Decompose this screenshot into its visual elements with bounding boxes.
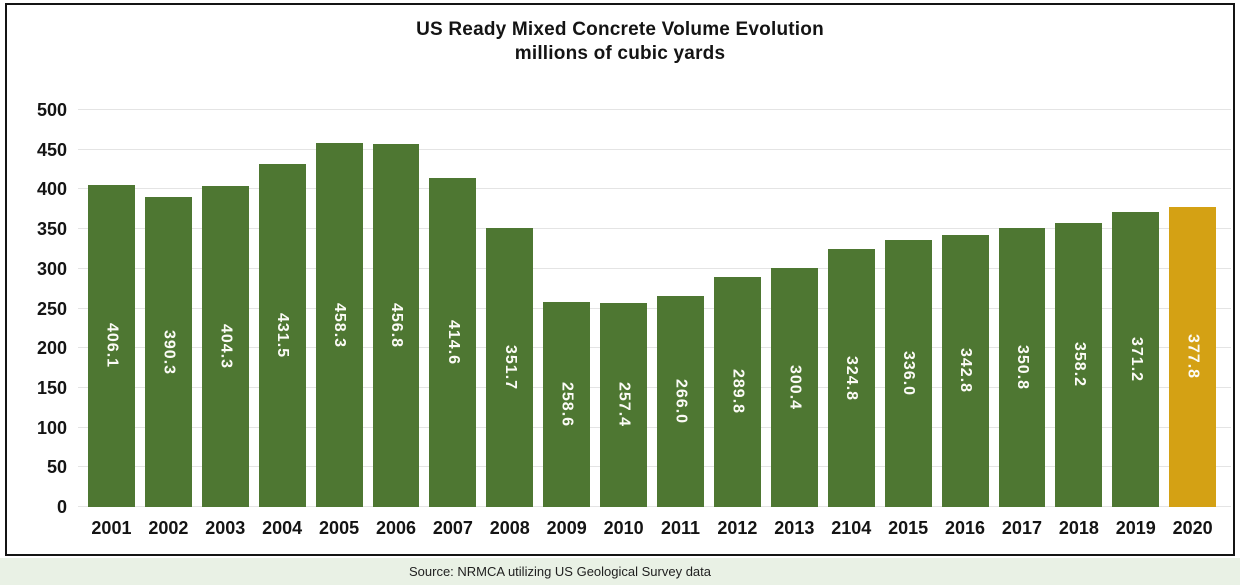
x-axis-label-2005: 2005 <box>319 518 360 538</box>
y-axis-tick-50: 50 <box>46 457 67 478</box>
bar-value-label-2012: 289.8 <box>729 369 747 415</box>
bar-2013: 300.4 <box>770 268 818 507</box>
y-axis-tick-450: 450 <box>36 139 67 160</box>
bar-value-label-2017: 350.8 <box>1013 345 1031 391</box>
x-axis-label-2001: 2001 <box>91 518 132 538</box>
bar-value-label-2015: 336.0 <box>900 351 918 397</box>
y-axis-tick-150: 150 <box>36 377 67 398</box>
bar-2010: 257.4 <box>600 302 648 507</box>
y-axis-tick-0: 0 <box>56 497 67 517</box>
gridline-50 <box>78 466 1231 468</box>
x-axis-label-2004: 2004 <box>262 518 303 538</box>
gridline-200 <box>78 347 1231 349</box>
x-axis-label-2104: 2104 <box>831 518 872 538</box>
x-axis-label-2013: 2013 <box>774 518 815 538</box>
bar-2003: 404.3 <box>201 186 249 507</box>
y-axis-tick-300: 300 <box>36 258 67 279</box>
bar-2020: 377.8 <box>1169 207 1217 507</box>
bar-value-label-2104: 324.8 <box>843 355 861 401</box>
bars-row: 406.1 390.3 404.3 431.5 458.3 456.8 414.6 351.7… <box>88 110 1217 507</box>
x-axis-label-2020: 2020 <box>1172 518 1213 538</box>
plot-area: 0 50 100 150 200 250 300 350 400 450 500 406.1 390.… <box>37 100 1231 538</box>
chart-subtitle: millions of cubic yards <box>514 43 726 64</box>
gridline-150 <box>78 386 1231 388</box>
bar-2001: 406.1 <box>88 184 135 507</box>
x-axis-label-2010: 2010 <box>603 518 644 538</box>
gridline-500 <box>78 109 1231 110</box>
gridline-350 <box>78 228 1231 230</box>
bar-2002: 390.3 <box>144 197 192 507</box>
bar-value-label-2002: 390.3 <box>160 329 178 375</box>
bar-value-label-2019: 371.2 <box>1127 337 1145 383</box>
x-axis-label-2019: 2019 <box>1115 518 1156 538</box>
bar-value-label-2001: 406.1 <box>103 323 121 369</box>
chart-title-block: US Ready Mixed Concrete Volume Evolution… <box>7 18 1233 66</box>
bar-value-label-2003: 404.3 <box>217 323 235 370</box>
y-axis-tick-350: 350 <box>36 219 67 240</box>
bar-value-label-2004: 431.5 <box>274 313 292 359</box>
bar-value-label-2006: 456.8 <box>387 303 405 349</box>
bar-2019: 371.2 <box>1112 212 1160 507</box>
x-axis-label-2015: 2015 <box>888 518 929 538</box>
x-axis-label-2008: 2008 <box>489 518 530 538</box>
bar-2008: 351.7 <box>486 227 534 507</box>
bar-value-label-2016: 342.8 <box>957 348 975 394</box>
gridline-100 <box>78 426 1231 428</box>
bar-2009: 258.6 <box>543 301 591 507</box>
chart-title: US Ready Mixed Concrete Volume Evolution <box>416 19 824 40</box>
bar-2012: 289.8 <box>713 276 761 507</box>
bar-2005: 458.3 <box>315 143 363 507</box>
gridline-300 <box>78 267 1231 269</box>
bar-2006: 456.8 <box>372 144 420 507</box>
x-axis-labels: 2001 2002 2003 2004 2005 2006 2007 2008 2009 2010… <box>88 518 1216 539</box>
bar-value-label-2011: 266.0 <box>672 378 690 424</box>
x-axis-label-2017: 2017 <box>1001 518 1042 538</box>
bar-2017: 350.8 <box>998 228 1046 507</box>
x-axis-label-2016: 2016 <box>945 518 986 538</box>
source-strip: Source: NRMCA utilizing US Geological Su… <box>0 558 1240 585</box>
bar-2016: 342.8 <box>941 234 989 507</box>
bar-2004: 431.5 <box>258 164 306 507</box>
bar-value-label-2007: 414.6 <box>444 319 462 365</box>
x-axis-label-2012: 2012 <box>717 518 758 538</box>
bar-value-label-2010: 257.4 <box>615 382 633 428</box>
bar-2015: 336.0 <box>884 240 932 507</box>
y-axis-tick-500: 500 <box>36 100 67 120</box>
bar-value-label-2005: 458.3 <box>331 302 349 348</box>
x-axis-label-2009: 2009 <box>546 518 587 538</box>
bar-value-label-2013: 300.4 <box>786 365 804 411</box>
gridline-250 <box>78 307 1231 309</box>
source-text: Source: NRMCA utilizing US Geological Su… <box>408 564 712 579</box>
bar-value-label-2009: 258.6 <box>558 381 576 427</box>
bar-2011: 266.0 <box>657 295 704 507</box>
y-axis-tick-100: 100 <box>36 417 67 438</box>
chart-box: US Ready Mixed Concrete Volume Evolution… <box>5 3 1235 556</box>
x-axis-label-2007: 2007 <box>432 518 473 538</box>
x-axis-label-2011: 2011 <box>660 518 701 538</box>
gridline-0 <box>78 506 1231 507</box>
bar-value-label-2020: 377.8 <box>1184 334 1202 380</box>
x-axis-label-2002: 2002 <box>148 518 189 538</box>
y-axis-tick-200: 200 <box>36 338 67 359</box>
gridline-450 <box>78 148 1231 150</box>
gridline-400 <box>78 188 1231 190</box>
y-axis-tick-400: 400 <box>36 179 67 200</box>
bar-2007: 414.6 <box>429 177 477 507</box>
bar-value-label-2008: 351.7 <box>501 344 519 390</box>
bar-2018: 358.2 <box>1055 222 1103 507</box>
bar-2104: 324.8 <box>827 249 875 507</box>
x-axis-label-2006: 2006 <box>375 518 416 538</box>
x-axis-label-2003: 2003 <box>205 518 246 538</box>
x-axis-label-2018: 2018 <box>1058 518 1099 538</box>
y-axis-tick-250: 250 <box>36 298 67 319</box>
bar-value-label-2018: 358.2 <box>1070 342 1088 388</box>
